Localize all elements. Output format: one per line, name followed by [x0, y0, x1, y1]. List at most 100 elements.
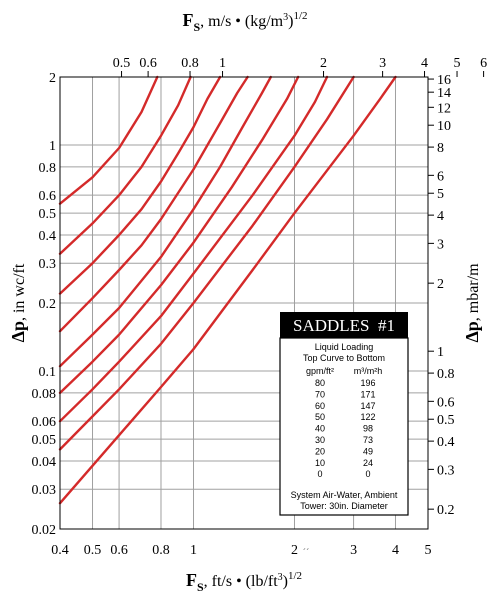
- x-bottom-units-close: ): [283, 573, 288, 590]
- y-right-tick-label: 4: [437, 209, 444, 224]
- x-bottom-units-sup: 3: [278, 572, 283, 583]
- legend-header-1: Liquid Loading: [315, 342, 374, 352]
- legend-row-metric: 196: [360, 378, 375, 388]
- x-bottom-tick-label: 0.8: [152, 543, 170, 558]
- y-right-tick-label: 12: [437, 101, 451, 116]
- x-axis-bottom-title: FS, ft/s • (lb/ft3)1/2: [186, 570, 302, 594]
- y-right-tick-label: 2: [437, 277, 444, 292]
- y-right-tick-label: 3: [437, 237, 444, 252]
- x-top-power: 1/2: [293, 10, 307, 22]
- curve-loading-60: [58, 75, 222, 295]
- x-top-tick-label: 5: [454, 56, 461, 71]
- x-top-tick-label: 1: [219, 56, 226, 71]
- legend-col1-header: gpm/ft²: [306, 366, 334, 376]
- y-left-tick-label: 0.06: [32, 415, 57, 430]
- x-bottom-tick-label: 0.5: [84, 543, 102, 558]
- x-bottom-tick-label: 5: [425, 543, 432, 558]
- y-left-tick-label: 0.3: [39, 257, 57, 272]
- legend-row-gpm: 30: [315, 435, 325, 445]
- y-left-tick-label: 0.5: [39, 207, 57, 222]
- legend-title-bg: [280, 312, 408, 338]
- y-left-tick-label: 0.05: [32, 433, 57, 448]
- curve-loading-40: [58, 75, 272, 368]
- x-top-tick-label: 6: [480, 56, 487, 71]
- x-bottom-tick-label: 2: [291, 543, 298, 558]
- y-right-tick-label: 8: [437, 141, 444, 156]
- legend-row-gpm: 70: [315, 389, 325, 399]
- x-axis-top-title: FS, m/s • (kg/m3)1/2: [182, 10, 307, 34]
- y-left-tick-label: 1: [49, 139, 56, 154]
- y-axis-right-title: Δp, mbar/m: [462, 263, 482, 343]
- legend-row-gpm: 0: [317, 469, 322, 479]
- plot-frame: [59, 76, 429, 530]
- y-axis-left-title: Δp, in wc/ft: [8, 263, 28, 342]
- legend-row-gpm: 40: [315, 424, 325, 434]
- legend-row-metric: 98: [363, 424, 373, 434]
- legend-row-metric: 147: [360, 401, 375, 411]
- y-left-tick-label: 0.08: [32, 387, 57, 402]
- x-top-units: , m/s • (kg/m: [200, 13, 283, 30]
- legend-col2-header: m³/m²h: [354, 366, 383, 376]
- x-bottom-tick-label: 3: [350, 543, 357, 558]
- legend-row-metric: 49: [363, 446, 373, 456]
- curve-loading-10: [58, 75, 355, 451]
- y-right-tick-label: 10: [437, 119, 451, 134]
- legend-row-metric: 171: [360, 389, 375, 399]
- x-bottom-tick-label: 0.4: [51, 543, 69, 558]
- legend-row-metric: 73: [363, 435, 373, 445]
- y-left-tick-label: 0.6: [39, 189, 57, 204]
- legend-header-2: Top Curve to Bottom: [303, 353, 385, 363]
- y-left-tick-label: 0.1: [39, 365, 57, 380]
- y-left-units: , in wc/ft: [11, 263, 28, 321]
- x-top-tick-label: 0.8: [181, 56, 199, 71]
- x-top-tick-label: 0.5: [113, 56, 131, 71]
- curve-loading-80: [58, 75, 159, 205]
- x-top-sub: S: [193, 20, 200, 34]
- x-bottom-tick-label: 1: [190, 543, 197, 558]
- legend-row-metric: 24: [363, 458, 373, 468]
- legend-row-gpm: 50: [315, 412, 325, 422]
- y-right-tick-label: 0.5: [437, 413, 455, 428]
- legend-row-gpm: 80: [315, 378, 325, 388]
- curve-loading-70: [58, 75, 192, 255]
- curve-loading-50: [58, 75, 249, 333]
- y-left-symbol: Δp: [8, 321, 28, 342]
- y-right-tick-label: 0.3: [437, 463, 455, 478]
- y-left-tick-label: 0.4: [39, 229, 57, 244]
- x-bottom-sub: S: [197, 580, 204, 594]
- legend-row-gpm: 20: [315, 446, 325, 456]
- y-right-tick-label: 6: [437, 169, 444, 184]
- y-right-tick-label: 0.8: [437, 367, 455, 382]
- x-bottom-units: , ft/s • (lb/ft: [204, 573, 279, 590]
- legend: SADDLES #1 Liquid Loading Top Curve to B…: [279, 312, 409, 516]
- y-left-tick-label: 0.02: [32, 523, 57, 538]
- y-left-tick-label: 0.03: [32, 483, 57, 498]
- y-right-tick-label: 0.6: [437, 395, 455, 410]
- y-right-tick-label: 14: [437, 86, 451, 101]
- y-left-tick-label: 2: [49, 71, 56, 86]
- x-top-tick-label: 2: [320, 56, 327, 71]
- legend-footer-2: Tower: 30in. Diameter: [300, 501, 388, 511]
- legend-row-gpm: 60: [315, 401, 325, 411]
- y-right-tick-label: 16: [437, 73, 451, 88]
- legend-title: SADDLES #1: [293, 316, 395, 335]
- x-top-tick-label: 4: [421, 56, 428, 71]
- x-top-units-close: ): [288, 13, 293, 30]
- stray-mark: ´´: [303, 548, 310, 559]
- y-right-tick-label: 0.4: [437, 435, 455, 450]
- legend-row-metric: 0: [365, 469, 370, 479]
- legend-box: [279, 337, 409, 516]
- x-top-units-sup: 3: [283, 12, 288, 23]
- x-top-tick-label: 0.6: [139, 56, 157, 71]
- legend-row-metric: 122: [360, 412, 375, 422]
- y-right-tick-label: 1: [437, 345, 444, 360]
- tick-labels: 0.4 0.5 0.6 0.8 1 2 3 4 50.020.030.040.050.060.0…: [32, 56, 488, 558]
- y-right-units: , mbar/m: [465, 263, 482, 321]
- curve-loading-20: [58, 75, 329, 423]
- y-left-tick-label: 0.2: [39, 297, 57, 312]
- y-left-tick-label: 0.8: [39, 161, 57, 176]
- x-bottom-tick-label: 4: [392, 543, 399, 558]
- y-right-tick-label: 0.2: [437, 503, 455, 518]
